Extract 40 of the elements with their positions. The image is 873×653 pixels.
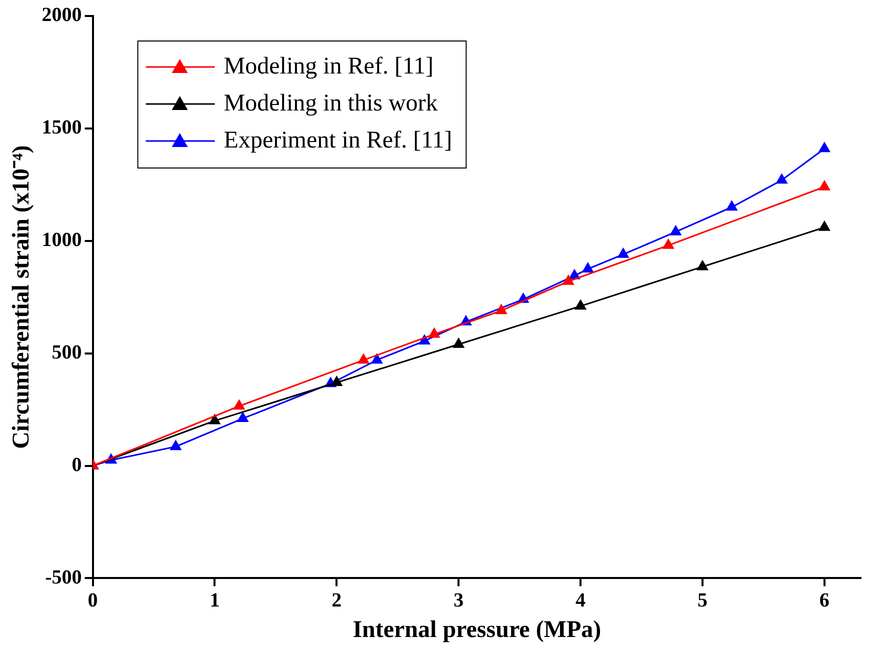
point [170, 440, 182, 450]
point [452, 337, 465, 348]
x-tick-label: 0 [88, 589, 98, 612]
point [236, 412, 249, 422]
y-tick-label: 1000 [42, 229, 82, 252]
x-tick-label: 6 [819, 589, 830, 612]
point [726, 200, 738, 211]
y-tick-label: 2000 [42, 4, 82, 26]
point [776, 173, 788, 184]
point [562, 274, 574, 285]
point [818, 142, 830, 152]
point [357, 353, 370, 364]
x-tick-label: 1 [210, 589, 220, 612]
y-axis-title: Circumferential strain (x10⁻⁴) [8, 145, 35, 449]
point [495, 304, 508, 314]
legend-label: Experiment in Ref. [11] [224, 127, 452, 154]
point [428, 327, 440, 338]
point [574, 299, 587, 310]
legend-label: Modeling in Ref. [11] [224, 53, 434, 80]
x-tick-label: 2 [332, 589, 342, 612]
point [370, 353, 383, 364]
point [582, 262, 594, 272]
y-tick-label: 500 [52, 341, 82, 364]
x-tick-label: 4 [576, 589, 586, 612]
point [662, 238, 674, 249]
point [617, 247, 630, 258]
point [330, 376, 343, 386]
y-tick-label: 1500 [42, 116, 82, 139]
point [208, 414, 221, 424]
point [233, 399, 246, 410]
point [818, 180, 830, 190]
y-tick-label: -500 [45, 566, 82, 588]
x-axis-title: Internal pressure (MPa) [352, 616, 602, 643]
y-tick-label: 0 [72, 454, 82, 476]
point [670, 224, 682, 236]
x-tick-label: 3 [454, 589, 464, 612]
x-tick-label: 5 [697, 589, 708, 612]
legend-label: Modeling in this work [224, 90, 438, 116]
point [696, 260, 709, 270]
point [818, 220, 830, 231]
